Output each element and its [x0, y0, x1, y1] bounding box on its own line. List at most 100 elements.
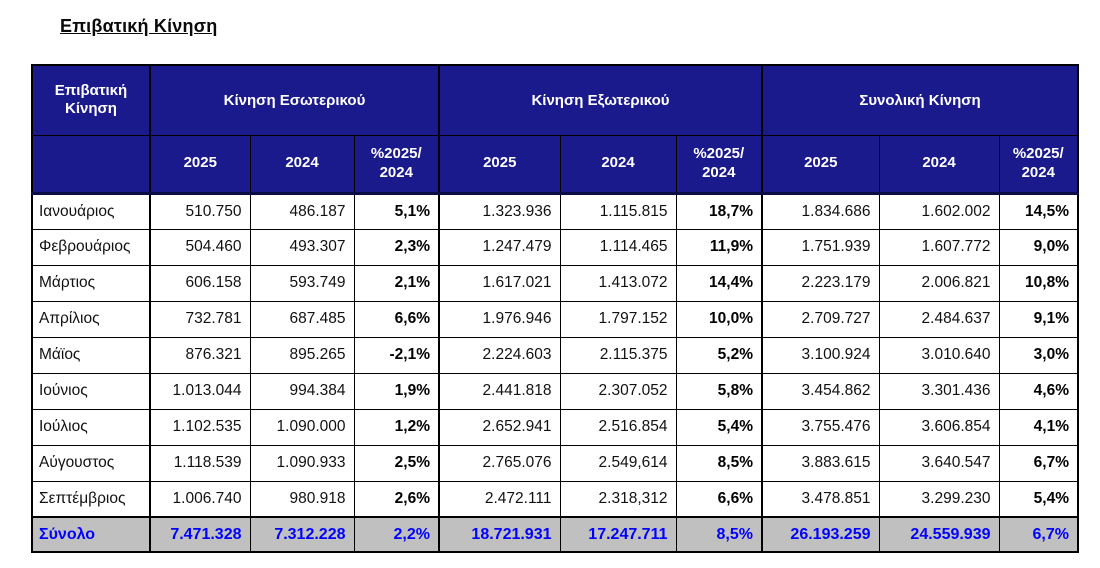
month-cell: Σεπτέμβριος	[31, 480, 151, 518]
value-cell: 493.307	[249, 228, 355, 266]
sub-header-row: 2025 2024 %2025/ 2024 2025 2024 %2025/ 2…	[31, 134, 1079, 195]
value-cell: 18.721.931	[438, 516, 561, 553]
value-cell: 3.606.854	[878, 408, 1000, 446]
percent-cell: 5,8%	[675, 372, 763, 410]
table-row: Ιανουάριος 510.750 486.187 5,1% 1.323.936 1.1…	[31, 192, 1079, 230]
percent-cell: 11,9%	[675, 228, 763, 266]
col-header-international: Κίνηση Εξωτερικού	[438, 64, 763, 136]
col-header-total: Συνολική Κίνηση	[761, 64, 1079, 136]
col-header-2024: 2024	[559, 134, 677, 195]
value-cell: 3.301.436	[878, 372, 1000, 410]
value-cell: 1.114.465	[559, 228, 677, 266]
total-row: Σύνολο 7.471.328 7.312.228 2,2% 18.721.931 17…	[31, 516, 1079, 553]
col-header-2025: 2025	[761, 134, 880, 195]
table-row: Ιούνιος 1.013.044 994.384 1,9% 2.441.818 2.30…	[31, 372, 1079, 410]
percent-cell: 9,1%	[998, 300, 1079, 338]
percent-cell: 1,2%	[353, 408, 440, 446]
value-cell: 2.115.375	[559, 336, 677, 374]
value-cell: 510.750	[149, 192, 251, 230]
value-cell: 3.454.862	[761, 372, 880, 410]
percent-cell: 14,4%	[675, 264, 763, 302]
value-cell: 1.118.539	[149, 444, 251, 482]
percent-cell: 3,0%	[998, 336, 1079, 374]
value-cell: 26.193.259	[761, 516, 880, 553]
value-cell: 1.102.535	[149, 408, 251, 446]
percent-cell: 6,7%	[998, 516, 1079, 553]
corner-empty-cell	[31, 134, 151, 195]
month-cell: Απρίλιος	[31, 300, 151, 338]
value-cell: 895.265	[249, 336, 355, 374]
value-cell: 3.883.615	[761, 444, 880, 482]
value-cell: 1.751.939	[761, 228, 880, 266]
col-header-2024: 2024	[249, 134, 355, 195]
month-cell: Ιανουάριος	[31, 192, 151, 230]
value-cell: 1.602.002	[878, 192, 1000, 230]
value-cell: 606.158	[149, 264, 251, 302]
col-header-pct: %2025/ 2024	[675, 134, 763, 195]
col-header-2025: 2025	[149, 134, 251, 195]
percent-cell: 6,6%	[353, 300, 440, 338]
value-cell: 1.090.000	[249, 408, 355, 446]
table-header: Επιβατική Κίνηση Κίνηση Εσωτερικού Κίνησ…	[31, 64, 1079, 195]
percent-cell: 2,5%	[353, 444, 440, 482]
value-cell: 3.755.476	[761, 408, 880, 446]
percent-cell: 9,0%	[998, 228, 1079, 266]
value-cell: 1.013.044	[149, 372, 251, 410]
value-cell: 2.484.637	[878, 300, 1000, 338]
value-cell: 2.307.052	[559, 372, 677, 410]
table-row: Σεπτέμβριος 1.006.740 980.918 2,6% 2.472.111…	[31, 480, 1079, 518]
group-header-row: Επιβατική Κίνηση Κίνηση Εσωτερικού Κίνησ…	[31, 64, 1079, 136]
value-cell: 1.006.740	[149, 480, 251, 518]
value-cell: 1.247.479	[438, 228, 561, 266]
percent-cell: 18,7%	[675, 192, 763, 230]
col-header-pct: %2025/ 2024	[998, 134, 1079, 195]
percent-cell: 2,6%	[353, 480, 440, 518]
table-row: Αύγουστος 1.118.539 1.090.933 2,5% 2.765.076…	[31, 444, 1079, 482]
passenger-traffic-table: Επιβατική Κίνηση Κίνηση Εσωτερικού Κίνησ…	[31, 64, 1079, 553]
value-cell: 1.834.686	[761, 192, 880, 230]
value-cell: 24.559.939	[878, 516, 1000, 553]
percent-cell: 6,6%	[675, 480, 763, 518]
percent-cell: 5,1%	[353, 192, 440, 230]
value-cell: 994.384	[249, 372, 355, 410]
value-cell: 1.413.072	[559, 264, 677, 302]
value-cell: 732.781	[149, 300, 251, 338]
table-body: Ιανουάριος 510.750 486.187 5,1% 1.323.936 1.1…	[31, 192, 1079, 553]
month-cell: Φεβρουάριος	[31, 228, 151, 266]
percent-cell: 5,4%	[675, 408, 763, 446]
col-header-2025: 2025	[438, 134, 561, 195]
percent-cell: 4,1%	[998, 408, 1079, 446]
value-cell: 876.321	[149, 336, 251, 374]
value-cell: 2.006.821	[878, 264, 1000, 302]
percent-cell: 10,8%	[998, 264, 1079, 302]
value-cell: 3.640.547	[878, 444, 1000, 482]
value-cell: 3.100.924	[761, 336, 880, 374]
value-cell: 2.472.111	[438, 480, 561, 518]
value-cell: 7.471.328	[149, 516, 251, 553]
month-cell: Ιούνιος	[31, 372, 151, 410]
percent-cell: 5,4%	[998, 480, 1079, 518]
percent-cell: 6,7%	[998, 444, 1079, 482]
value-cell: 2.223.179	[761, 264, 880, 302]
col-header-pct: %2025/ 2024	[353, 134, 440, 195]
percent-cell: 8,5%	[675, 516, 763, 553]
percent-cell: -2,1%	[353, 336, 440, 374]
value-cell: 1.607.772	[878, 228, 1000, 266]
value-cell: 1.976.946	[438, 300, 561, 338]
month-cell: Μάρτιος	[31, 264, 151, 302]
value-cell: 687.485	[249, 300, 355, 338]
value-cell: 1.115.815	[559, 192, 677, 230]
total-label: Σύνολο	[31, 516, 151, 553]
value-cell: 1.090.933	[249, 444, 355, 482]
value-cell: 2.516.854	[559, 408, 677, 446]
percent-cell: 2,1%	[353, 264, 440, 302]
value-cell: 2.709.727	[761, 300, 880, 338]
value-cell: 2.549,614	[559, 444, 677, 482]
value-cell: 3.010.640	[878, 336, 1000, 374]
value-cell: 2.318,312	[559, 480, 677, 518]
percent-cell: 1,9%	[353, 372, 440, 410]
corner-header: Επιβατική Κίνηση	[31, 64, 151, 136]
percent-cell: 2,2%	[353, 516, 440, 553]
value-cell: 1.617.021	[438, 264, 561, 302]
